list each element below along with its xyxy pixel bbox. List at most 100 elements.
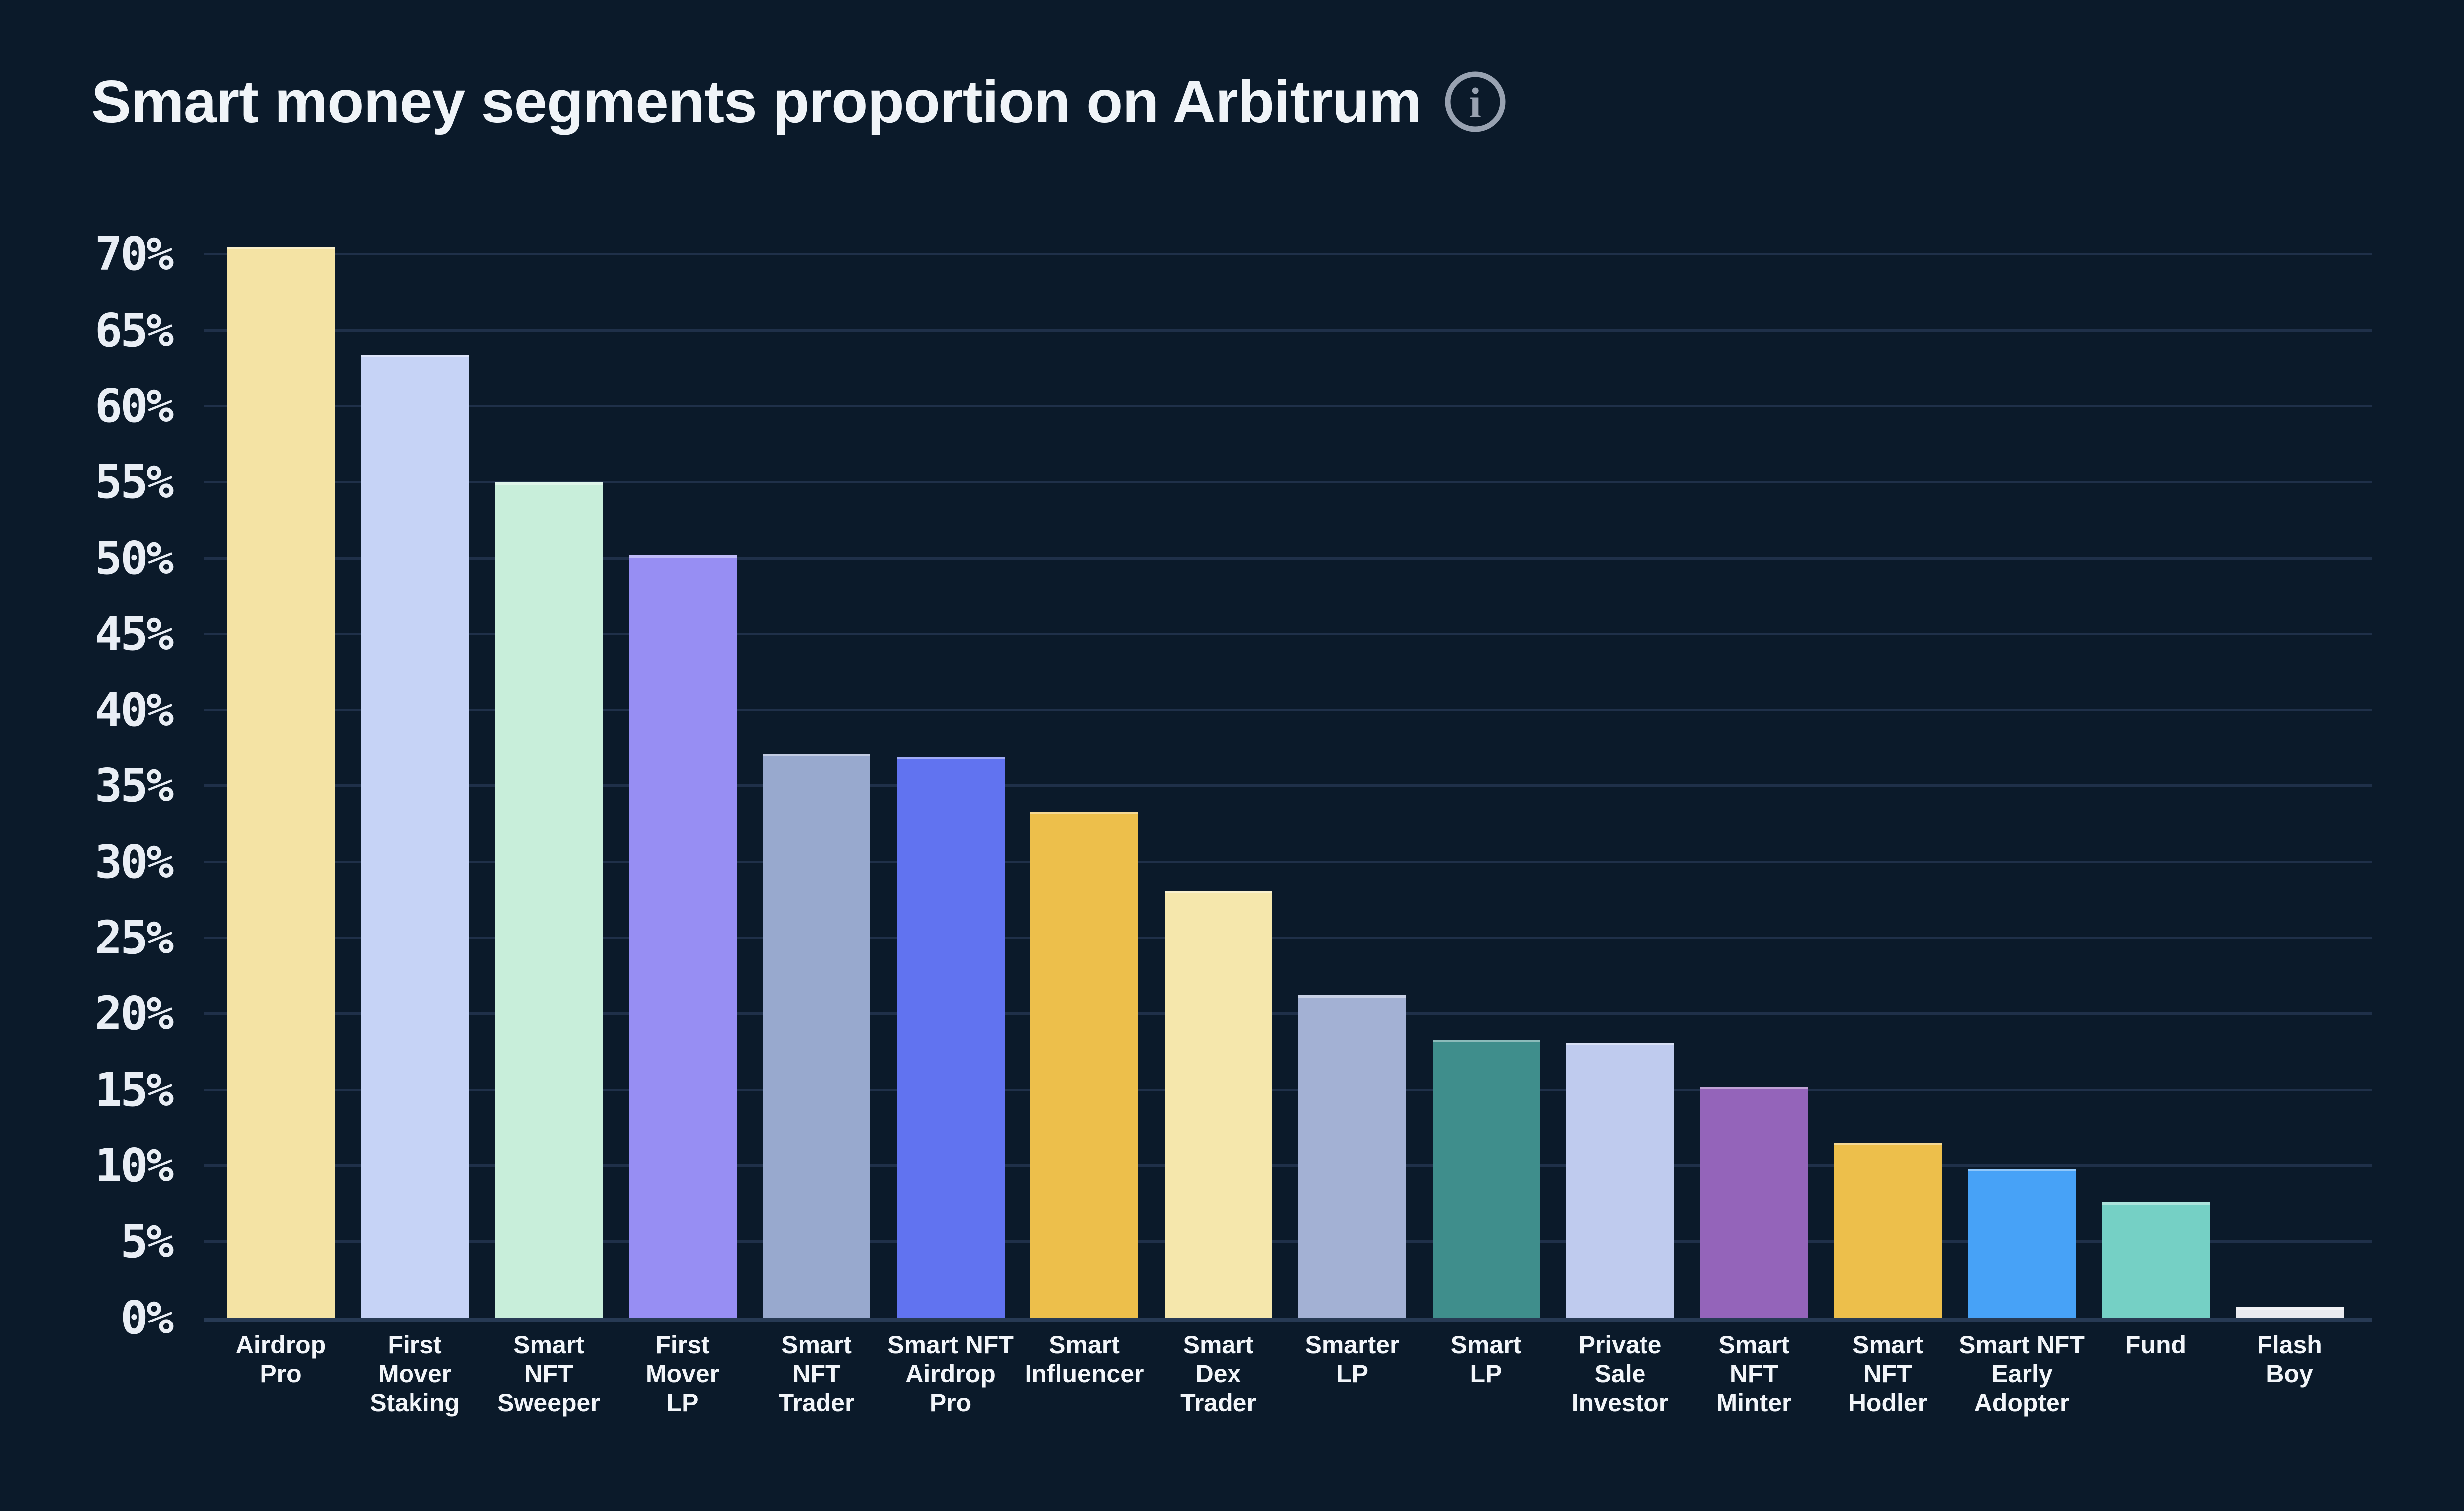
y-tick-label: 70% [94, 227, 174, 281]
y-tick-label: 20% [94, 987, 174, 1041]
x-category-label: Smart NFT Airdrop Pro [883, 1330, 1018, 1417]
x-category-label: Smart Influencer [1017, 1330, 1152, 1388]
y-tick-label: 10% [94, 1138, 174, 1192]
svg-text:i: i [1469, 79, 1481, 127]
x-axis-line [204, 1318, 2372, 1322]
gridline [204, 1164, 2372, 1167]
bar-smart-dex-trader[interactable] [1164, 891, 1272, 1318]
bar-smart-influencer[interactable] [1030, 811, 1138, 1318]
x-category-label-line: Airdrop [905, 1360, 996, 1388]
x-category-label-line: Mover [645, 1360, 720, 1388]
y-tick-label: 50% [94, 531, 174, 585]
bar-first-mover-staking[interactable] [361, 354, 469, 1318]
gridline [204, 860, 2372, 863]
bar-smart-nft-sweeper[interactable] [495, 482, 603, 1318]
x-category-label-line: Trader [1180, 1389, 1256, 1417]
bar-smarter-lp[interactable] [1298, 995, 1406, 1318]
gridline [204, 1088, 2372, 1091]
bar-smart-nft-early-adopter[interactable] [1968, 1168, 2076, 1318]
x-category-label-line: First [388, 1331, 442, 1359]
gridline [204, 481, 2372, 484]
x-category-label: Airdrop Pro [213, 1330, 348, 1388]
x-category-label-line: Smarter [1305, 1331, 1400, 1359]
gridline [204, 1240, 2372, 1243]
gridline [204, 1012, 2372, 1015]
y-tick-label: 25% [94, 911, 174, 965]
y-tick-label: 60% [94, 379, 174, 433]
x-category-label-line: Influencer [1025, 1360, 1144, 1388]
x-axis-labels: Airdrop Pro First Mover Staking Smart NFT Sweep… [204, 1330, 2372, 1460]
x-category-label-line: Hodler [1848, 1389, 1928, 1417]
y-tick-label: 15% [94, 1063, 174, 1117]
y-tick-label: 30% [94, 835, 174, 889]
x-category-label-line: Fund [2125, 1331, 2187, 1359]
x-category-label-line: NFT [1863, 1360, 1912, 1388]
x-category-label-line: Smart NFT [887, 1331, 1014, 1359]
x-category-label-line: Private [1578, 1331, 1662, 1359]
x-category-label-line: Smart [1183, 1331, 1254, 1359]
x-category-label-line: Adopter [1974, 1389, 2070, 1417]
gridline [204, 784, 2372, 787]
x-category-label-line: Flash [2257, 1331, 2322, 1359]
x-category-label-line: NFT [524, 1360, 573, 1388]
x-category-label-line: First [655, 1331, 710, 1359]
x-category-label: Fund [2088, 1330, 2223, 1359]
x-category-label: Private Sale Investor [1553, 1330, 1687, 1417]
y-axis: 0% 5% 10% 15% 20% 25% 30% 35% 40% 45% 50% 55% 60% 65%… [0, 224, 176, 1344]
x-category-label-line: Smart [1049, 1331, 1120, 1359]
x-category-label-line: Pro [260, 1360, 302, 1388]
bar-flash-boy[interactable] [2236, 1307, 2344, 1318]
x-category-label-line: Dex [1195, 1360, 1241, 1388]
x-category-label: Smart NFT Minter [1687, 1330, 1822, 1417]
plot-area [204, 224, 2372, 1322]
page-title: Smart money segments proportion on Arbit… [91, 68, 1422, 135]
gridline [204, 329, 2372, 332]
x-category-label: Smarter LP [1285, 1330, 1420, 1388]
x-category-label-line: Smart NFT [1959, 1331, 2085, 1359]
x-category-label-line: Smart [513, 1331, 584, 1359]
bar-smart-nft-minter[interactable] [1700, 1087, 1808, 1318]
info-circle-icon[interactable]: i [1444, 70, 1507, 133]
x-category-label: Smart NFT Sweeper [481, 1330, 616, 1417]
gridline [204, 937, 2372, 940]
x-category-label-line: Pro [929, 1389, 972, 1417]
bar-fund[interactable] [2102, 1202, 2210, 1318]
x-category-label: Smart LP [1419, 1330, 1554, 1388]
x-category-label-line: LP [1336, 1360, 1368, 1388]
y-tick-label: 55% [94, 455, 174, 509]
bar-private-sale-investor[interactable] [1566, 1042, 1674, 1318]
y-tick-label: 65% [94, 303, 174, 357]
bar-smart-nft-airdrop-pro[interactable] [896, 757, 1005, 1318]
x-category-label-line: Mover [378, 1360, 452, 1388]
x-category-label-line: Smart [1852, 1331, 1923, 1359]
y-tick-label: 5% [120, 1215, 174, 1269]
x-category-label: Smart NFT Hodler [1821, 1330, 1955, 1417]
x-category-label-line: Minter [1716, 1389, 1792, 1417]
x-category-label-line: Early [1991, 1360, 2053, 1388]
x-category-label-line: Trader [778, 1389, 855, 1417]
x-category-label-line: NFT [792, 1360, 841, 1388]
bar-smart-nft-trader[interactable] [763, 754, 870, 1318]
gridline [204, 632, 2372, 635]
y-tick-label: 45% [94, 607, 174, 661]
x-category-label: Smart NFT Early Adopter [1955, 1330, 2089, 1417]
x-category-label: Smart NFT Trader [749, 1330, 884, 1417]
gridline [204, 557, 2372, 560]
x-category-label-line: LP [666, 1389, 699, 1417]
y-tick-label: 35% [94, 759, 174, 813]
x-category-label-line: Staking [370, 1389, 460, 1417]
bar-airdrop-pro[interactable] [227, 246, 335, 1318]
x-category-label-line: Smart [1450, 1331, 1522, 1359]
x-category-label-line: Sweeper [497, 1389, 600, 1417]
x-category-label-line: Investor [1571, 1389, 1669, 1417]
chart-header: Smart money segments proportion on Arbit… [91, 69, 1507, 135]
bar-smart-nft-hodler[interactable] [1834, 1142, 1942, 1318]
x-category-label: First Mover Staking [348, 1330, 482, 1417]
y-tick-label: 0% [120, 1291, 174, 1344]
x-category-label-line: Sale [1594, 1360, 1646, 1388]
gridline [204, 405, 2372, 407]
bar-smart-lp[interactable] [1432, 1039, 1540, 1318]
bar-first-mover-lp[interactable] [628, 555, 737, 1318]
gridline [204, 709, 2372, 712]
gridline [204, 253, 2372, 256]
